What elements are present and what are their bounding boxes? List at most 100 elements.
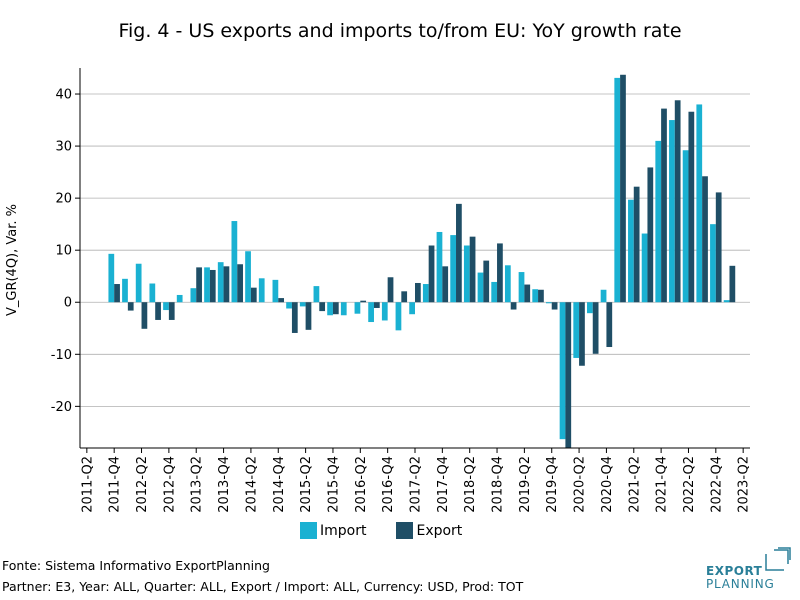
bar-import	[710, 224, 716, 303]
x-tick-label: 2012-Q2	[135, 456, 150, 513]
bar-import	[313, 286, 320, 303]
bar-import	[176, 294, 183, 303]
legend-item-import[interactable]: Import	[300, 522, 366, 539]
legend: Import Export	[300, 522, 492, 539]
bar-import	[614, 77, 621, 303]
legend-label-import: Import	[320, 522, 367, 539]
bar-export	[360, 300, 367, 303]
bar-import	[600, 289, 607, 303]
bar-export	[674, 100, 681, 303]
logo-text-line2: PLANNING	[706, 577, 775, 591]
bar-export	[456, 203, 462, 303]
bar-import	[122, 278, 128, 303]
bar-export	[606, 302, 613, 348]
bar-import	[696, 104, 703, 303]
bar-import	[368, 302, 374, 323]
x-tick-label: 2013-Q2	[190, 456, 205, 513]
bar-export	[250, 287, 257, 303]
bar-import	[272, 279, 279, 303]
bar-import	[477, 272, 484, 303]
bar-export	[223, 266, 230, 303]
x-tick-label: 2015-Q2	[299, 456, 314, 513]
bar-export	[127, 302, 134, 311]
legend-item-export[interactable]: Export	[396, 522, 462, 539]
y-tick-label: 0	[64, 296, 72, 311]
bar-export	[688, 111, 695, 303]
bar-import	[327, 302, 333, 316]
bar-export	[579, 302, 585, 366]
x-tick-label: 2012-Q4	[162, 456, 177, 513]
bar-import	[504, 265, 511, 303]
x-tick-label: 2023-Q2	[737, 456, 752, 513]
bar-export	[715, 192, 722, 303]
bar-export	[155, 302, 161, 320]
bar-export	[332, 302, 339, 315]
bar-import	[217, 262, 224, 303]
x-tick-label: 2019-Q2	[518, 456, 533, 513]
x-tick-label: 2018-Q4	[491, 456, 506, 513]
bar-export	[661, 108, 667, 303]
x-tick-label: 2017-Q4	[436, 456, 451, 513]
bar-export	[565, 302, 572, 448]
logo-mark-icon	[765, 547, 791, 571]
bar-import	[108, 253, 115, 303]
bar-export	[196, 267, 202, 303]
axes: -20 -10 0 10 20 30 40 2011-Q2 2011-Q4 2012-Q2 2012…	[51, 68, 752, 513]
bar-import	[135, 263, 142, 303]
bar-export	[291, 302, 298, 333]
x-tick-label: 2016-Q4	[381, 456, 396, 513]
bar-export	[510, 302, 517, 310]
bar-export	[387, 277, 394, 303]
bar-import	[409, 302, 415, 315]
bar-import	[723, 300, 730, 303]
bar-export	[702, 176, 708, 303]
bar-export	[114, 284, 120, 303]
y-tick-label: 10	[55, 244, 72, 259]
bar-import	[190, 288, 197, 303]
legend-label-export: Export	[416, 522, 463, 539]
bar-export	[483, 260, 490, 303]
bar-import	[163, 302, 169, 311]
bar-import	[381, 302, 388, 321]
y-tick-label: 30	[55, 140, 72, 155]
legend-swatch-export	[396, 522, 414, 539]
bar-export	[168, 302, 175, 320]
bar-import	[559, 302, 566, 440]
bar-export	[415, 282, 421, 303]
x-tick-label: 2011-Q2	[80, 456, 95, 513]
bar-export	[647, 167, 654, 303]
bar-import	[518, 272, 525, 303]
bar-import	[491, 281, 498, 303]
chart-title: Fig. 4 - US exports and imports to/from …	[118, 20, 682, 42]
exportplanning-logo[interactable]: EXPORT PLANNING	[706, 546, 798, 594]
y-axis-label: V_GR(4Q), Var. %	[5, 204, 20, 316]
bar-import	[628, 199, 634, 303]
bar-import	[354, 302, 361, 314]
bar-import	[231, 221, 238, 303]
bar-export	[442, 266, 449, 303]
bar-export	[729, 265, 736, 303]
bar-import	[204, 267, 210, 303]
bar-import	[450, 235, 457, 303]
bar-import	[299, 302, 306, 307]
y-tick-label: 20	[55, 192, 72, 207]
bar-export	[278, 298, 285, 303]
bar-import	[532, 289, 539, 303]
bar-export	[633, 186, 640, 303]
bar-export	[497, 243, 503, 303]
bar-import	[669, 120, 675, 303]
x-tick-label: 2020-Q2	[573, 456, 588, 513]
bar-import	[422, 284, 429, 303]
bar-export	[401, 291, 408, 303]
x-tick-label: 2022-Q2	[682, 456, 697, 513]
bar-import	[573, 302, 580, 358]
x-tick-label: 2022-Q4	[709, 456, 724, 513]
x-tick-label: 2020-Q4	[600, 456, 615, 513]
y-tick-label: 40	[55, 88, 72, 103]
bar-export	[209, 269, 216, 303]
x-tick-label: 2014-Q4	[272, 456, 287, 513]
x-tick-label: 2018-Q2	[463, 456, 478, 513]
footer-source: Fonte: Sistema Informativo ExportPlannin…	[2, 558, 270, 573]
x-tick-label: 2021-Q4	[655, 456, 670, 513]
